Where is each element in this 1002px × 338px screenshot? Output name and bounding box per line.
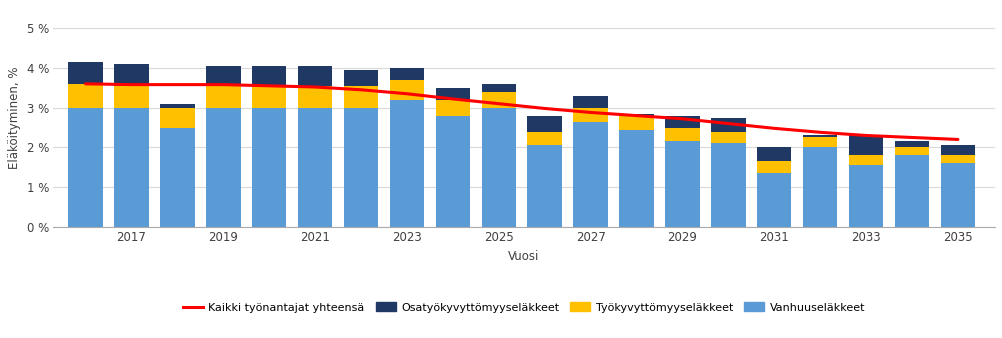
Bar bbox=[664, 141, 699, 227]
Bar bbox=[848, 155, 883, 165]
Bar bbox=[160, 108, 194, 127]
Bar bbox=[481, 92, 515, 108]
Bar bbox=[573, 122, 607, 227]
Bar bbox=[618, 129, 653, 227]
Bar bbox=[573, 108, 607, 122]
Bar bbox=[298, 86, 332, 108]
Bar bbox=[298, 66, 332, 86]
Bar bbox=[618, 114, 653, 116]
Bar bbox=[114, 108, 148, 227]
Bar bbox=[757, 173, 791, 227]
Bar bbox=[481, 84, 515, 92]
Bar bbox=[527, 116, 561, 131]
Bar bbox=[940, 163, 974, 227]
Bar bbox=[252, 66, 287, 86]
Bar bbox=[205, 86, 240, 108]
Bar bbox=[205, 66, 240, 86]
Bar bbox=[618, 116, 653, 129]
Bar bbox=[68, 62, 102, 84]
Bar bbox=[940, 155, 974, 163]
Bar bbox=[160, 127, 194, 227]
Bar bbox=[848, 136, 883, 155]
Bar bbox=[710, 131, 744, 143]
Bar bbox=[757, 147, 791, 161]
Bar bbox=[205, 108, 240, 227]
Bar bbox=[803, 138, 837, 147]
Bar bbox=[390, 100, 424, 227]
Bar bbox=[435, 88, 470, 100]
Bar bbox=[344, 86, 378, 108]
Bar bbox=[160, 104, 194, 108]
Bar bbox=[894, 155, 928, 227]
Bar bbox=[894, 141, 928, 147]
Y-axis label: Eläköityminen, %: Eläköityminen, % bbox=[8, 66, 21, 169]
Legend: Kaikki työnantajat yhteensä, Osatyökyvyttömyyseläkkeet, Työkyvyttömyyseläkkeet, : Kaikki työnantajat yhteensä, Osatyökyvyt… bbox=[178, 298, 869, 317]
Bar bbox=[252, 108, 287, 227]
X-axis label: Vuosi: Vuosi bbox=[508, 249, 539, 263]
Bar bbox=[664, 127, 699, 141]
Bar bbox=[481, 108, 515, 227]
Bar bbox=[940, 145, 974, 155]
Bar bbox=[710, 118, 744, 131]
Bar bbox=[527, 131, 561, 145]
Bar bbox=[252, 86, 287, 108]
Bar bbox=[894, 147, 928, 155]
Bar bbox=[527, 145, 561, 227]
Bar bbox=[68, 84, 102, 108]
Bar bbox=[114, 86, 148, 108]
Bar bbox=[435, 116, 470, 227]
Bar bbox=[344, 108, 378, 227]
Bar bbox=[435, 100, 470, 116]
Bar bbox=[114, 64, 148, 86]
Bar bbox=[848, 165, 883, 227]
Bar bbox=[757, 161, 791, 173]
Bar bbox=[803, 147, 837, 227]
Bar bbox=[298, 108, 332, 227]
Bar bbox=[710, 143, 744, 227]
Bar bbox=[664, 116, 699, 127]
Bar bbox=[68, 108, 102, 227]
Bar bbox=[573, 96, 607, 108]
Bar bbox=[390, 68, 424, 80]
Bar bbox=[390, 80, 424, 100]
Bar bbox=[344, 70, 378, 86]
Bar bbox=[803, 136, 837, 138]
